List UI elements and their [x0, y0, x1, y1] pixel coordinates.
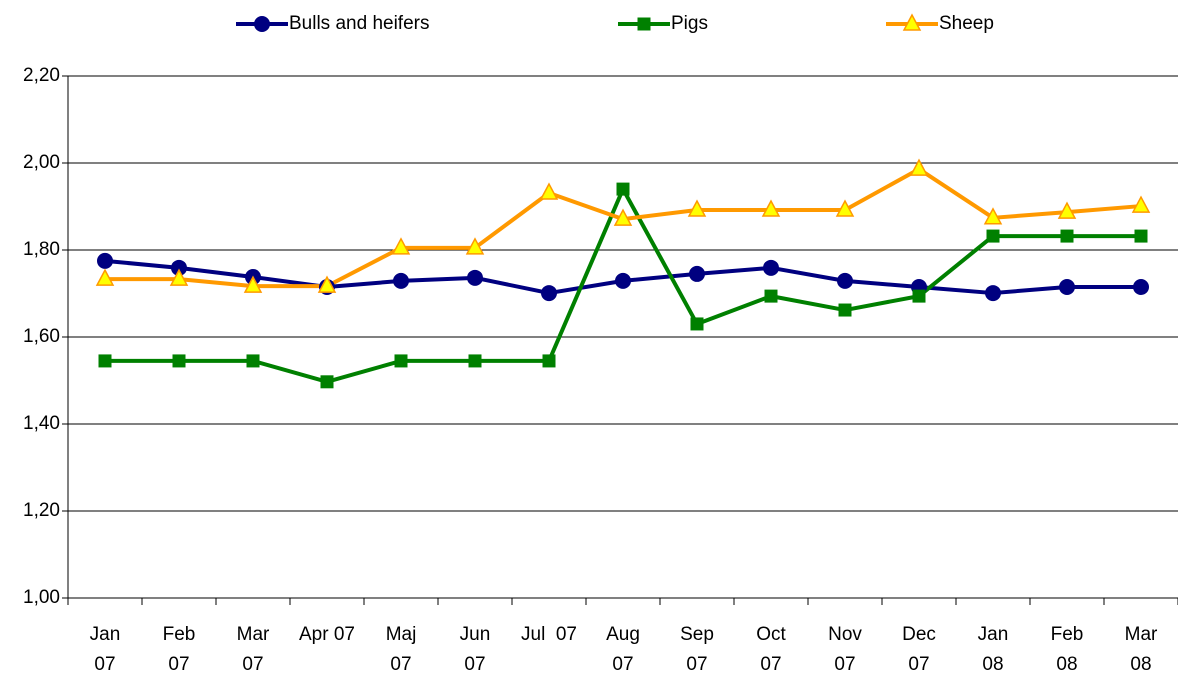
marker — [541, 285, 557, 302]
y-tick-label: 1,80 — [23, 239, 60, 260]
x-tick-label: Aug 07 — [606, 624, 640, 675]
marker — [985, 285, 1001, 302]
x-tick-label: Feb 07 — [162, 624, 196, 675]
x-tick-label: Oct 07 — [756, 624, 786, 675]
marker — [394, 354, 408, 368]
x-tick-label: Apr 07 — [299, 624, 355, 645]
marker — [1131, 195, 1151, 213]
marker — [616, 182, 630, 196]
marker — [1059, 278, 1075, 295]
marker — [246, 354, 260, 368]
marker — [243, 275, 263, 293]
marker — [169, 268, 189, 286]
marker — [615, 272, 631, 289]
marker — [613, 208, 633, 226]
legend-marker — [637, 17, 651, 31]
legend-item: Bulls and heifers — [236, 13, 429, 34]
marker — [838, 303, 852, 317]
x-tick-label: Maj 07 — [385, 624, 417, 675]
y-tick-label: 1,20 — [23, 500, 60, 521]
x-tick-label: Mar 08 — [1124, 624, 1158, 675]
marker — [97, 252, 113, 269]
y-tick-label: 1,60 — [23, 326, 60, 347]
marker — [317, 275, 337, 293]
marker — [1133, 278, 1149, 295]
marker — [393, 272, 409, 289]
legend-label: Sheep — [939, 13, 994, 34]
marker — [835, 199, 855, 217]
legend-marker — [902, 13, 922, 31]
y-tick-label: 1,40 — [23, 413, 60, 434]
x-tick-label: Nov 07 — [828, 624, 862, 675]
marker — [465, 237, 485, 255]
legend-item: Pigs — [618, 13, 708, 34]
marker — [764, 289, 778, 303]
marker — [687, 199, 707, 217]
marker — [1057, 201, 1077, 219]
legend-label: Bulls and heifers — [289, 13, 429, 34]
marker — [912, 289, 926, 303]
marker — [171, 259, 187, 276]
marker — [1134, 229, 1148, 243]
x-tick-label: Jan 07 — [89, 624, 121, 675]
marker — [95, 268, 115, 286]
x-tick-label: Jul 07 — [521, 624, 577, 645]
y-tick-label: 2,20 — [23, 65, 60, 86]
marker — [909, 158, 929, 176]
marker — [1060, 229, 1074, 243]
marker — [690, 317, 704, 331]
marker — [391, 237, 411, 255]
marker — [320, 375, 334, 389]
x-tick-label: Jun 07 — [459, 624, 491, 675]
y-tick-label: 2,00 — [23, 152, 60, 173]
marker — [986, 229, 1000, 243]
marker — [98, 354, 112, 368]
x-tick-label: Feb 08 — [1050, 624, 1084, 675]
marker — [689, 265, 705, 282]
marker — [763, 259, 779, 276]
marker — [467, 269, 483, 286]
x-tick-label: Mar 07 — [236, 624, 270, 675]
legend-label: Pigs — [671, 13, 708, 34]
x-tick-label: Sep 07 — [680, 624, 714, 675]
x-tick-label: Dec 07 — [902, 624, 936, 675]
marker — [837, 272, 853, 289]
legend-marker — [254, 16, 270, 32]
marker — [172, 354, 186, 368]
marker — [983, 207, 1003, 225]
x-tick-label: Jan 08 — [977, 624, 1009, 675]
marker — [539, 182, 559, 200]
marker — [468, 354, 482, 368]
marker — [761, 199, 781, 217]
marker — [542, 354, 556, 368]
y-tick-label: 1,00 — [23, 587, 60, 608]
legend-item: Sheep — [886, 13, 994, 34]
